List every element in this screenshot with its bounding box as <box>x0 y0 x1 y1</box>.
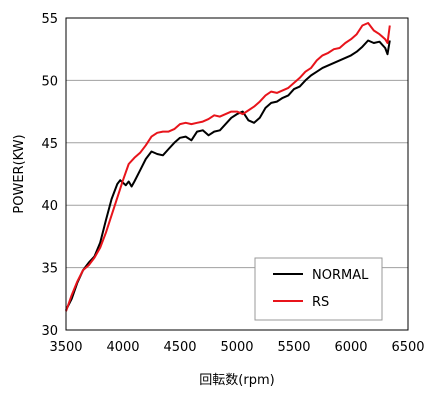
x-tick-label-6: 6500 <box>391 340 424 355</box>
legend-label-normal: NORMAL <box>312 268 369 283</box>
x-tick-labels: 3500 4000 4500 5000 5500 6000 6500 <box>49 340 424 355</box>
y-tick-label-3: 45 <box>41 137 58 152</box>
x-tick-label-2: 4500 <box>163 340 196 355</box>
series-line-normal <box>65 39 391 311</box>
y-tick-label-1: 35 <box>41 262 58 277</box>
series-line-rs <box>65 22 391 312</box>
y-tick-label-0: 30 <box>41 324 58 339</box>
x-tick-label-4: 5500 <box>277 340 310 355</box>
series-layer <box>65 22 391 312</box>
y-axis-title: POWER(KW) <box>12 134 27 213</box>
legend: NORMAL RS <box>254 257 383 321</box>
x-tick-label-3: 5000 <box>220 340 253 355</box>
legend-label-rs: RS <box>312 295 329 310</box>
x-tick-label-1: 4000 <box>106 340 139 355</box>
y-tick-labels: 30 35 40 45 50 55 <box>41 12 58 339</box>
y-tick-label-5: 55 <box>41 12 58 27</box>
plot-frame <box>65 17 409 331</box>
y-tick-label-4: 50 <box>41 74 58 89</box>
x-tick-label-0: 3500 <box>49 340 82 355</box>
x-tick-label-5: 6000 <box>334 340 367 355</box>
legend-box <box>254 257 383 321</box>
y-tick-label-2: 40 <box>41 199 58 214</box>
x-axis-title: 回転数(rpm) <box>199 373 274 388</box>
